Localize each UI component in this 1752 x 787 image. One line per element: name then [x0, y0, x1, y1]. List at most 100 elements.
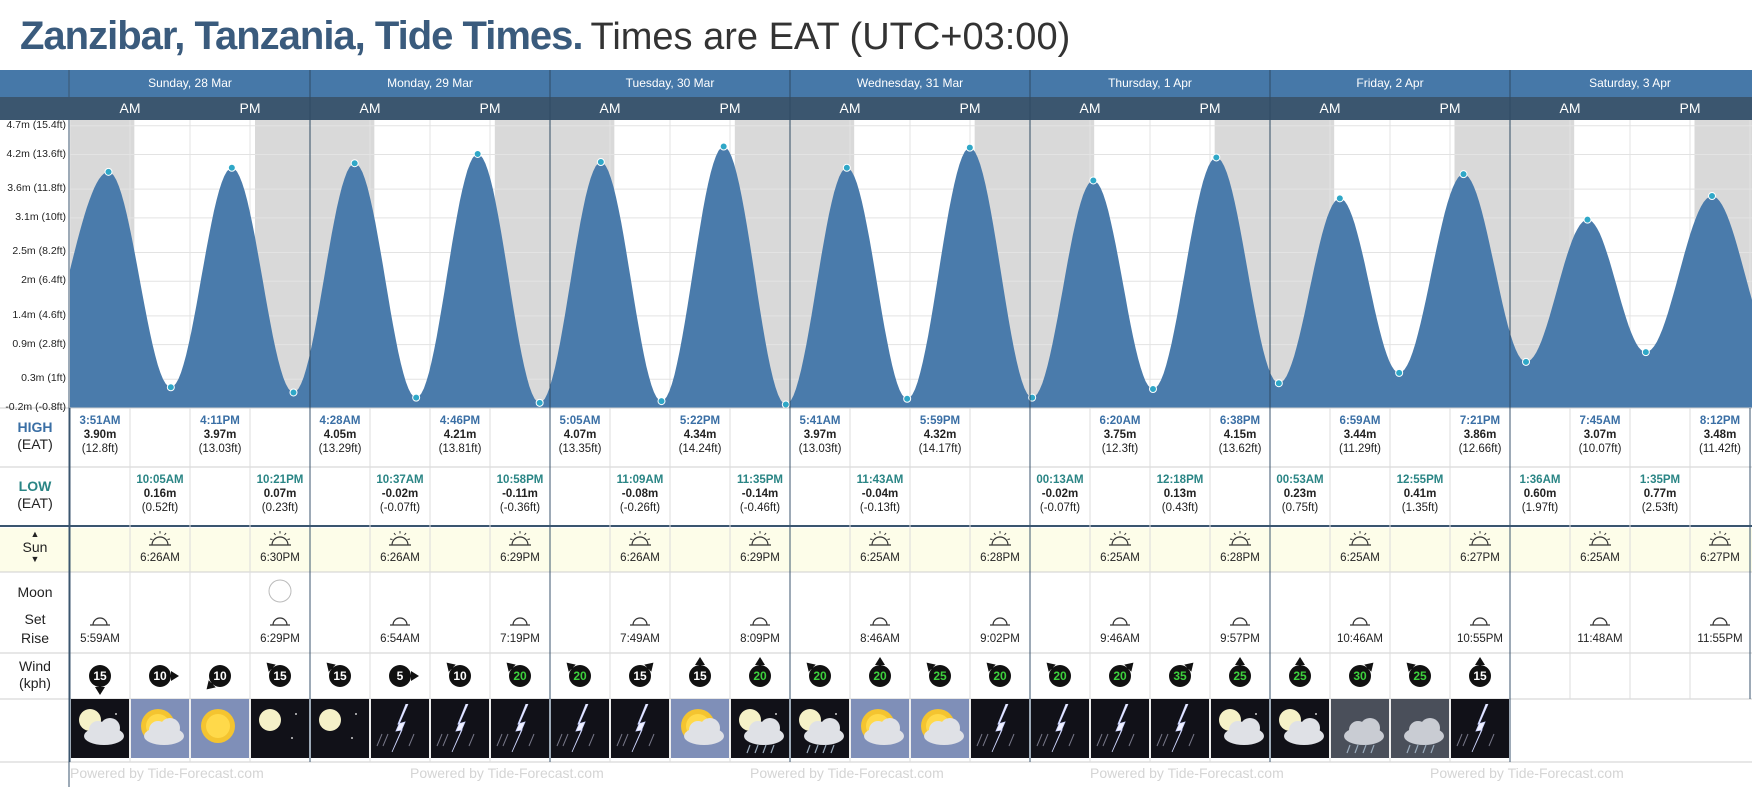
- sun-ray: [993, 532, 996, 536]
- wind-speed-badge: 35: [1169, 665, 1191, 687]
- rain-drop: [496, 733, 503, 747]
- wind-arrowhead: [1406, 662, 1416, 672]
- high-tide-point: [1212, 153, 1221, 162]
- high-time: 6:38PM: [1219, 415, 1261, 427]
- high-height-m: 4.15m: [1223, 429, 1257, 441]
- sunrise-time: 6:26AM: [140, 552, 180, 564]
- star: [115, 713, 117, 715]
- partly-cloudy-night-icon: [1211, 699, 1269, 758]
- wind-speed-badge: 20: [509, 665, 531, 687]
- moonrise-time: 10:55PM: [1456, 633, 1504, 645]
- sun-ray: [1604, 532, 1607, 536]
- star: [775, 713, 777, 715]
- moonrise-label: Rise: [20, 630, 49, 646]
- sunny-partly-cloudy-icon: [671, 699, 729, 758]
- low-height-ft: (1.97ft): [1521, 502, 1559, 514]
- wind-arrowhead: [1475, 657, 1485, 665]
- wind-speed-badge: 20: [1109, 665, 1131, 687]
- low-tide-cell: 10:05AM 0.16m (0.52ft): [130, 473, 190, 515]
- wind-arrowhead: [986, 662, 996, 672]
- y-tick-label: 3.6m (11.8ft): [7, 182, 66, 195]
- rain-drop: [556, 733, 563, 747]
- cloudy-night-icon: [71, 699, 129, 758]
- moonrise-time: 7:49AM: [620, 633, 660, 645]
- ampm-header-bar: [0, 97, 1752, 120]
- sun-ray: [389, 538, 393, 540]
- am-label: AM: [119, 100, 141, 116]
- wind-speed-badge: 20: [809, 665, 831, 687]
- sun-row-label: ▲ Sun ▼: [0, 530, 70, 564]
- rain-drop: [382, 733, 389, 747]
- wind-arrowhead: [411, 671, 419, 681]
- high-height-ft: (13.62ft): [1218, 443, 1262, 455]
- sunrise-icon: [631, 536, 649, 546]
- high-time: 6:59AM: [1339, 415, 1381, 427]
- high-tide-point: [719, 142, 728, 151]
- wind-speed-badge: 15: [269, 665, 291, 687]
- low-tide-cell: 11:35PM -0.14m (-0.46ft): [730, 473, 790, 515]
- rain-drop: [1008, 733, 1015, 747]
- moonrise-icon: [632, 617, 648, 626]
- rain-drop: [1042, 733, 1049, 747]
- low-time: 10:21PM: [256, 474, 304, 486]
- low-height-m: -0.08m: [621, 488, 659, 500]
- low-tz-label: (EAT): [17, 495, 53, 511]
- sun-ray: [513, 532, 516, 536]
- thunderstorm-icon: [1151, 699, 1209, 758]
- moonrise-icon: [1352, 617, 1368, 626]
- low-tide-cell: 10:58PM -0.11m (-0.36ft): [490, 473, 550, 515]
- sunset-time: 6:29PM: [740, 552, 780, 564]
- wind-arrowhead: [206, 680, 216, 690]
- lightning-bolt: [1051, 703, 1069, 753]
- sun-ray: [153, 532, 156, 536]
- low-time: 12:18PM: [1156, 474, 1204, 486]
- high-tide-cell: 7:45AM 3.07m (10.07ft): [1570, 414, 1630, 456]
- thunderstorm-icon: [371, 699, 429, 758]
- high-tide-cell: 6:20AM 3.75m (12.3ft): [1090, 414, 1150, 456]
- day-label: Monday, 29 Mar: [387, 76, 473, 90]
- high-tide-point: [227, 163, 236, 172]
- cloudy-night-rain-icon: [731, 699, 789, 758]
- wind-arrowhead: [1235, 657, 1245, 665]
- thunderstorm-icon: [551, 699, 609, 758]
- low-tide-point: [657, 397, 666, 406]
- rain-drop: [562, 733, 569, 747]
- low-height-ft: (0.23ft): [261, 502, 299, 514]
- moonrise-time: 7:19PM: [500, 633, 540, 645]
- rain-drop: [528, 733, 535, 747]
- high-tide-cell: 5:05AM 4.07m (13.35ft): [550, 414, 610, 456]
- high-tide-point: [1708, 192, 1716, 201]
- rain-drop: [1414, 744, 1419, 754]
- sun-ray: [1364, 532, 1367, 536]
- moonrise-icon: [752, 617, 768, 626]
- y-tick-label: 3.1m (10ft): [15, 210, 66, 223]
- wind-speed-badge: 15: [1469, 665, 1491, 687]
- lightning-bolt: [451, 703, 469, 753]
- moonrise-icon: [1112, 617, 1128, 626]
- moonrise-icon: [512, 617, 528, 626]
- low-tide-cell: 10:37AM -0.02m (-0.07ft): [370, 473, 430, 515]
- sunrise-time: 6:26AM: [620, 552, 660, 564]
- sun-ray: [873, 532, 876, 536]
- thunderstorm-icon: [971, 699, 1029, 758]
- sun-ray: [644, 532, 647, 536]
- high-tide-cell: 8:12PM 3.48m (11.42ft): [1690, 414, 1750, 456]
- low-time: 11:35PM: [736, 474, 784, 486]
- day-label: Saturday, 3 Apr: [1589, 76, 1671, 90]
- powered-by-watermark: Powered by Tide-Forecast.com: [1430, 765, 1624, 781]
- high-time: 4:46PM: [439, 415, 481, 427]
- wind-speed-badge: 10: [449, 665, 471, 687]
- rain-drop: [976, 733, 983, 747]
- full-moon-icon: [268, 579, 292, 603]
- high-tide-point: [350, 159, 359, 168]
- high-time: 7:45AM: [1579, 415, 1621, 427]
- wind-speed-badge: 15: [629, 665, 651, 687]
- sun-ray: [164, 532, 167, 536]
- moon-shape: [259, 709, 281, 731]
- lightning-bolt: [631, 703, 649, 753]
- thunderstorm-icon: [1451, 699, 1509, 758]
- wind-unit-label: (kph): [19, 675, 51, 691]
- cloud-puff: [880, 718, 900, 738]
- wind-arrowhead: [1046, 662, 1056, 672]
- tide-area: [70, 146, 1752, 408]
